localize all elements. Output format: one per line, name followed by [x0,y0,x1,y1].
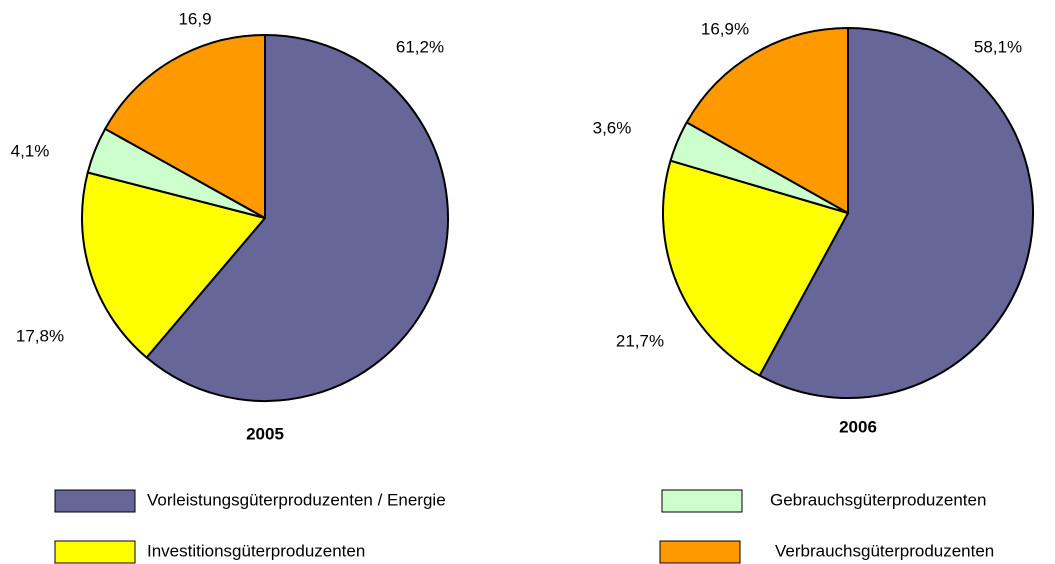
legend-swatch [661,489,743,513]
legend-label: Vorleistungsgüterproduzenten / Energie [147,490,446,509]
chart-title: 2005 [246,424,284,443]
chart-title: 2006 [839,417,877,436]
legend-swatch [54,489,136,513]
pie-slice [81,171,266,359]
data-label: 16,9% [701,19,749,38]
legend-swatch [659,540,741,564]
data-label: 16,9 [178,9,211,28]
pie-slice [662,159,849,377]
legend-label: Gebrauchsgüterproduzenten [770,490,986,509]
pie-slice [758,27,1034,399]
data-label: 3,6% [593,118,632,137]
pie-slice [104,34,266,219]
data-label: 4,1% [11,141,50,160]
data-label: 58,1% [974,37,1022,56]
data-label: 17,8% [16,326,64,345]
legend-swatch [54,540,136,564]
legend-label: Investitionsgüterproduzenten [147,541,365,560]
data-label: 61,2% [396,37,444,56]
pie-slice [685,27,849,214]
pie-slice [145,34,449,402]
data-label: 21,7% [616,331,664,350]
legend-label: Verbrauchsgüterproduzenten [775,541,994,560]
